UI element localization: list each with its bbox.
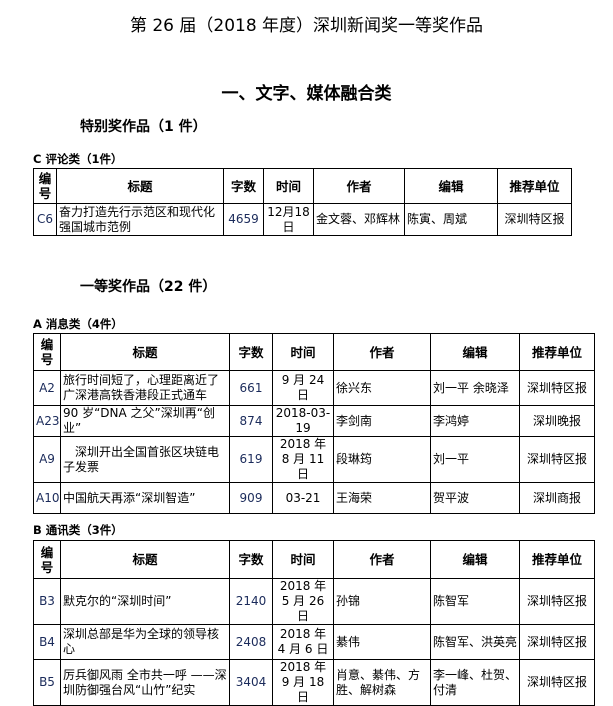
column-header-date: 时间 — [272, 333, 334, 371]
column-header-words: 字数 — [223, 168, 264, 204]
cell-id: B3 — [33, 578, 61, 625]
cell-words: 2408 — [229, 624, 273, 660]
table-row: A9 深圳开出全国首张区块链电子发票 619 2018 年 8 月 11 日段琳筠刘… — [33, 436, 595, 483]
category-label: C 评论类（1件） — [33, 152, 123, 166]
award-table-b: 编号 标题 字数 时间 作者 编辑 推荐单位 B3 默克尔的“深圳时间” 2140 2018 年 5… — [33, 540, 595, 706]
cell-title: 默克尔的“深圳时间” — [60, 578, 230, 625]
column-header-id: 编号 — [33, 168, 57, 204]
cell-words: 661 — [229, 370, 273, 406]
section-heading: 一、文字、媒体融合类 — [221, 84, 392, 104]
cell-unit: 深圳特区报 — [497, 203, 572, 236]
cell-date: 2018 年 5 月 26 日 — [272, 578, 334, 625]
cell-author: 孙锦 — [333, 578, 431, 625]
cell-title: 深圳总部是华为全球的领导核心 — [60, 624, 230, 660]
column-header-words: 字数 — [229, 540, 273, 579]
cell-author: 段琳筠 — [333, 436, 431, 483]
column-header-date: 时间 — [272, 540, 334, 579]
column-header-id: 编号 — [33, 333, 61, 371]
column-header-date: 时间 — [263, 168, 314, 204]
cell-editor: 李鸿婷 — [430, 405, 520, 437]
cell-id: A10 — [33, 482, 61, 514]
cell-editor: 陈智军 — [430, 578, 520, 625]
cell-words: 3404 — [229, 659, 273, 706]
cell-date: 2018-03-19 — [272, 405, 334, 437]
header-row: 编号 标题 字数 时间 作者 编辑 推荐单位 — [33, 333, 595, 371]
cell-editor: 陈寅、周斌 — [404, 203, 498, 236]
award-table-c: 编号 标题 字数 时间 作者 编辑 推荐单位 C6 奋力打造先行示范区和现代化强国城市范例 465… — [33, 168, 572, 236]
column-header-author: 作者 — [333, 540, 431, 579]
cell-words: 909 — [229, 482, 273, 514]
cell-author: 肖意、綦伟、方胜、解树森 — [333, 659, 431, 706]
cell-id: A2 — [33, 370, 61, 406]
cell-unit: 深圳特区报 — [519, 370, 595, 406]
column-header-author: 作者 — [313, 168, 405, 204]
column-header-unit: 推荐单位 — [519, 540, 595, 579]
cell-title: 奋力打造先行示范区和现代化强国城市范例 — [56, 203, 224, 236]
table-row: C6 奋力打造先行示范区和现代化强国城市范例 4659 12月18日 金文蓉、邓辉林 陈寅… — [33, 203, 572, 236]
table-row: A10 中国航天再添“深圳智造” 909 03-21 王海荣 贺平波 深圳商报 — [33, 482, 595, 514]
cell-date: 2018 年 9 月 18 日 — [272, 659, 334, 706]
cell-unit: 深圳特区报 — [519, 436, 595, 483]
award-table-a: 编号 标题 字数 时间 作者 编辑 推荐单位 A2 旅行时间短了，心理距离近了 广深港高铁香港段… — [33, 333, 595, 514]
cell-title: 中国航天再添“深圳智造” — [60, 482, 230, 514]
category-label: B 通讯类（3件） — [33, 523, 123, 537]
cell-words: 874 — [229, 405, 273, 437]
column-header-editor: 编辑 — [430, 540, 520, 579]
cell-words: 2140 — [229, 578, 273, 625]
column-header-title: 标题 — [60, 333, 230, 371]
cell-author: 徐兴东 — [333, 370, 431, 406]
cell-date: 03-21 — [272, 482, 334, 514]
cell-unit: 深圳特区报 — [519, 578, 595, 625]
column-header-editor: 编辑 — [404, 168, 498, 204]
header-row: 编号 标题 字数 时间 作者 编辑 推荐单位 — [33, 168, 572, 204]
cell-author: 李剑南 — [333, 405, 431, 437]
cell-words: 619 — [229, 436, 273, 483]
table-row: A23 90 岁“DNA 之父”深圳再“创业” 874 2018-03-19 李剑南 李鸿… — [33, 405, 595, 437]
cell-date: 2018 年 4 月 6 日 — [272, 624, 334, 660]
cell-author: 王海荣 — [333, 482, 431, 514]
table-row: B5 厉兵御风雨 全市共一呼 ——深圳防御强台风“山竹”纪实 3404 2018 年 … — [33, 659, 595, 706]
column-header-id: 编号 — [33, 540, 61, 579]
cell-title: 90 岁“DNA 之父”深圳再“创业” — [60, 405, 230, 437]
cell-date: 9 月 24 日 — [272, 370, 334, 406]
cell-author: 綦伟 — [333, 624, 431, 660]
table-row: A2 旅行时间短了，心理距离近了 广深港高铁香港段正式通车 661 9 月 24 日徐… — [33, 370, 595, 406]
column-header-unit: 推荐单位 — [497, 168, 572, 204]
column-header-words: 字数 — [229, 333, 273, 371]
cell-editor: 贺平波 — [430, 482, 520, 514]
cell-title: 旅行时间短了，心理距离近了 广深港高铁香港段正式通车 — [60, 370, 230, 406]
cell-id: B4 — [33, 624, 61, 660]
cell-title: 厉兵御风雨 全市共一呼 ——深圳防御强台风“山竹”纪实 — [60, 659, 230, 706]
cell-id: B5 — [33, 659, 61, 706]
cell-editor: 刘一平 余晓泽 — [430, 370, 520, 406]
first-award-heading: 一等奖作品（22 件） — [80, 279, 217, 295]
column-header-unit: 推荐单位 — [519, 333, 595, 371]
cell-editor: 李一峰、杜贺、付清 — [430, 659, 520, 706]
cell-id: A23 — [33, 405, 61, 437]
cell-editor: 陈智军、洪英亮 — [430, 624, 520, 660]
cell-unit: 深圳特区报 — [519, 659, 595, 706]
table-row: B3 默克尔的“深圳时间” 2140 2018 年 5 月 26 日孙锦 陈智军 深圳特区… — [33, 578, 595, 625]
cell-editor: 刘一平 — [430, 436, 520, 483]
cell-id: A9 — [33, 436, 61, 483]
header-row: 编号 标题 字数 时间 作者 编辑 推荐单位 — [33, 540, 595, 579]
cell-title: 深圳开出全国首张区块链电子发票 — [60, 436, 230, 483]
cell-id: C6 — [33, 203, 57, 236]
category-label: A 消息类（4件） — [33, 317, 123, 331]
cell-words: 4659 — [223, 203, 264, 236]
table-row: B4 深圳总部是华为全球的领导核心 2408 2018 年 4 月 6 日綦伟 陈智军、… — [33, 624, 595, 660]
column-header-title: 标题 — [60, 540, 230, 579]
cell-date: 12月18日 — [263, 203, 314, 236]
column-header-author: 作者 — [333, 333, 431, 371]
document-title: 第 26 届（2018 年度）深圳新闻奖一等奖作品 — [129, 16, 484, 36]
cell-unit: 深圳商报 — [519, 482, 595, 514]
cell-unit: 深圳晚报 — [519, 405, 595, 437]
column-header-title: 标题 — [56, 168, 224, 204]
cell-date: 2018 年 8 月 11 日 — [272, 436, 334, 483]
cell-author: 金文蓉、邓辉林 — [313, 203, 405, 236]
cell-unit: 深圳特区报 — [519, 624, 595, 660]
column-header-editor: 编辑 — [430, 333, 520, 371]
special-award-heading: 特别奖作品（1 件） — [80, 119, 207, 135]
